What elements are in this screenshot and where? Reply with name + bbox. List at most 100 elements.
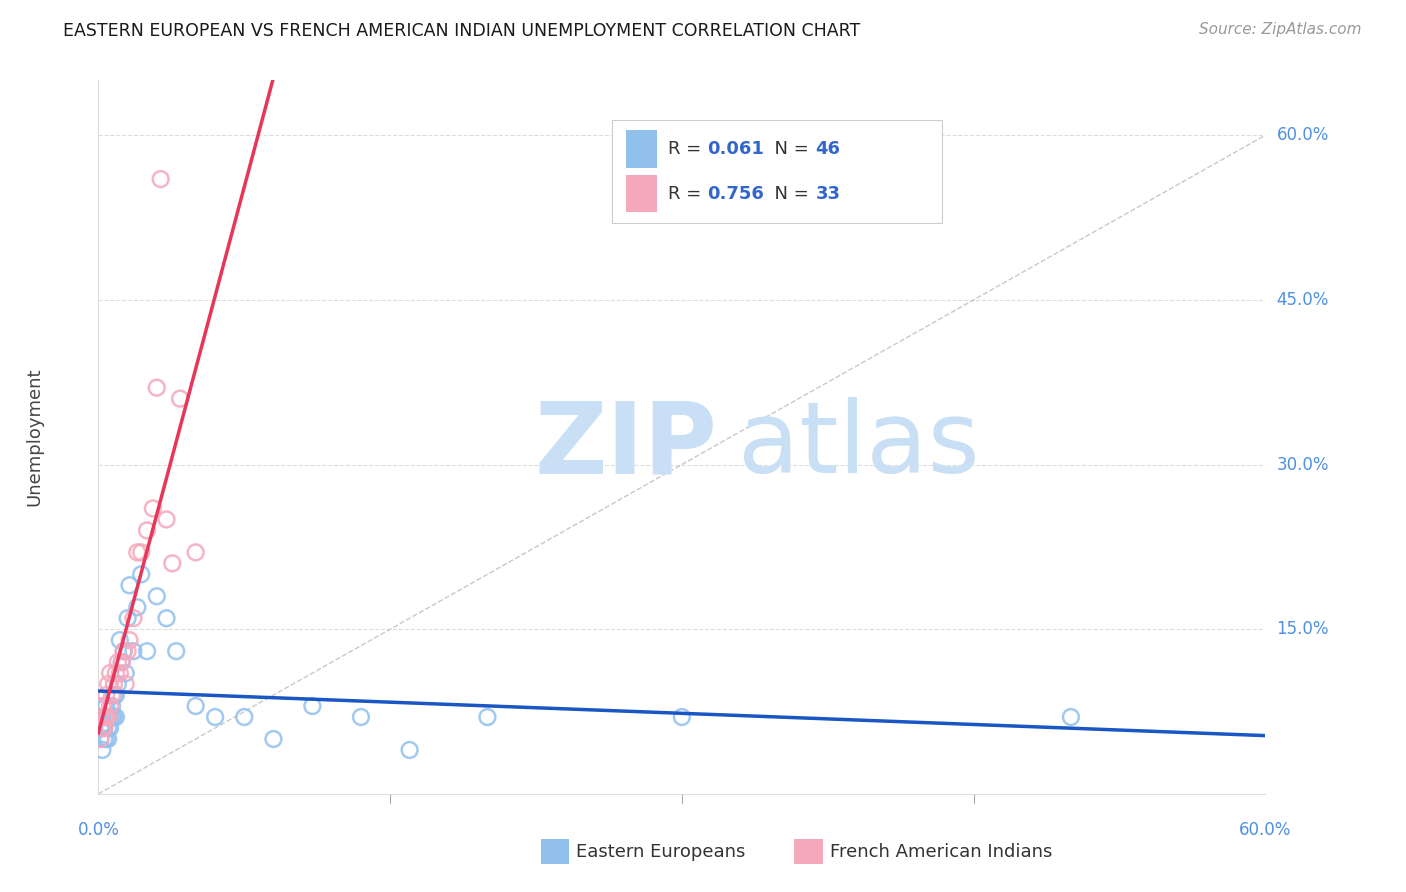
- Point: [93, 721, 115, 735]
- Point: [204, 710, 226, 724]
- Text: EASTERN EUROPEAN VS FRENCH AMERICAN INDIAN UNEMPLOYMENT CORRELATION CHART: EASTERN EUROPEAN VS FRENCH AMERICAN INDI…: [63, 22, 860, 40]
- Point: [103, 688, 125, 702]
- Point: [93, 710, 115, 724]
- Point: [350, 710, 373, 724]
- Point: [104, 666, 127, 681]
- Point: [114, 666, 136, 681]
- Point: [93, 731, 115, 746]
- Point: [146, 589, 169, 603]
- Point: [136, 644, 159, 658]
- Text: R =: R =: [668, 140, 707, 158]
- Point: [111, 655, 134, 669]
- Point: [98, 710, 121, 724]
- Text: French American Indians: French American Indians: [830, 843, 1052, 861]
- Point: [107, 677, 129, 691]
- Point: [98, 721, 121, 735]
- Point: [112, 644, 135, 658]
- Text: 0.756: 0.756: [707, 185, 763, 202]
- Point: [127, 545, 149, 559]
- Text: 33: 33: [815, 185, 841, 202]
- Point: [117, 611, 139, 625]
- Point: [169, 392, 191, 406]
- Text: N =: N =: [763, 140, 815, 158]
- Point: [89, 731, 111, 746]
- Point: [96, 688, 118, 702]
- Point: [89, 721, 111, 735]
- Point: [91, 743, 114, 757]
- Point: [155, 512, 177, 526]
- Point: [117, 644, 139, 658]
- Point: [97, 710, 120, 724]
- Point: [118, 633, 141, 648]
- Point: [127, 600, 149, 615]
- Text: Source: ZipAtlas.com: Source: ZipAtlas.com: [1198, 22, 1361, 37]
- Point: [1060, 710, 1083, 724]
- Point: [97, 710, 120, 724]
- Point: [262, 731, 284, 746]
- Point: [136, 524, 159, 538]
- Point: [96, 731, 118, 746]
- Point: [91, 721, 114, 735]
- Point: [98, 666, 121, 681]
- Point: [129, 545, 152, 559]
- Point: [104, 710, 127, 724]
- Point: [111, 655, 134, 669]
- Point: [93, 699, 115, 714]
- Point: [118, 578, 141, 592]
- Point: [96, 699, 118, 714]
- Text: 15.0%: 15.0%: [1277, 620, 1329, 638]
- Point: [103, 710, 125, 724]
- Point: [96, 710, 118, 724]
- Point: [89, 710, 111, 724]
- Text: R =: R =: [668, 185, 707, 202]
- Point: [91, 710, 114, 724]
- Point: [184, 545, 207, 559]
- Point: [301, 699, 323, 714]
- Point: [107, 655, 129, 669]
- Point: [114, 677, 136, 691]
- Point: [104, 688, 127, 702]
- Point: [122, 644, 145, 658]
- Point: [89, 731, 111, 746]
- Point: [165, 644, 187, 658]
- Point: [101, 699, 124, 714]
- Point: [233, 710, 256, 724]
- Text: Unemployment: Unemployment: [25, 368, 44, 507]
- Point: [129, 567, 152, 582]
- Text: 60.0%: 60.0%: [1277, 126, 1329, 145]
- Point: [477, 710, 499, 724]
- Point: [98, 699, 121, 714]
- Point: [97, 731, 120, 746]
- Point: [97, 721, 120, 735]
- Point: [184, 699, 207, 714]
- Point: [101, 710, 124, 724]
- Point: [162, 557, 184, 571]
- Point: [108, 633, 131, 648]
- Text: atlas: atlas: [738, 398, 980, 494]
- Point: [149, 172, 172, 186]
- Text: ZIP: ZIP: [534, 398, 717, 494]
- Point: [398, 743, 420, 757]
- Point: [108, 666, 131, 681]
- Point: [97, 677, 120, 691]
- Point: [96, 710, 118, 724]
- Text: 45.0%: 45.0%: [1277, 291, 1329, 309]
- Text: 46: 46: [815, 140, 841, 158]
- Point: [671, 710, 693, 724]
- Point: [93, 721, 115, 735]
- Text: N =: N =: [763, 185, 815, 202]
- Text: Eastern Europeans: Eastern Europeans: [576, 843, 745, 861]
- Point: [155, 611, 177, 625]
- Text: 0.061: 0.061: [707, 140, 763, 158]
- Point: [101, 688, 124, 702]
- Point: [103, 677, 125, 691]
- Point: [112, 644, 135, 658]
- Text: 30.0%: 30.0%: [1277, 456, 1329, 474]
- Text: 60.0%: 60.0%: [1239, 822, 1292, 839]
- Point: [91, 721, 114, 735]
- Text: 0.0%: 0.0%: [77, 822, 120, 839]
- Point: [142, 501, 165, 516]
- Point: [122, 611, 145, 625]
- Point: [146, 381, 169, 395]
- Point: [91, 699, 114, 714]
